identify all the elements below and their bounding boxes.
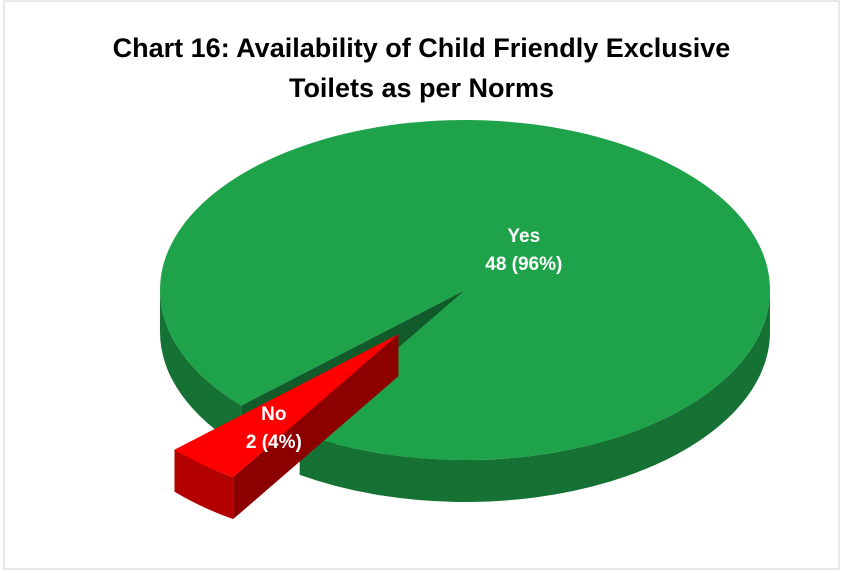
chart-title: Chart 16: Availability of Child Friendly… <box>112 33 731 103</box>
slice-top <box>159 119 770 460</box>
slice <box>174 334 399 520</box>
slice-side <box>299 290 770 502</box>
value-label: 2 (4%) <box>246 432 302 453</box>
slice-side <box>160 290 242 448</box>
slice-top <box>174 334 399 478</box>
chart-border <box>3 0 840 570</box>
category-label: No <box>261 404 286 425</box>
value-label: 48 (96%) <box>485 254 562 275</box>
category-label: Yes <box>507 226 540 247</box>
slice-side <box>174 449 234 520</box>
